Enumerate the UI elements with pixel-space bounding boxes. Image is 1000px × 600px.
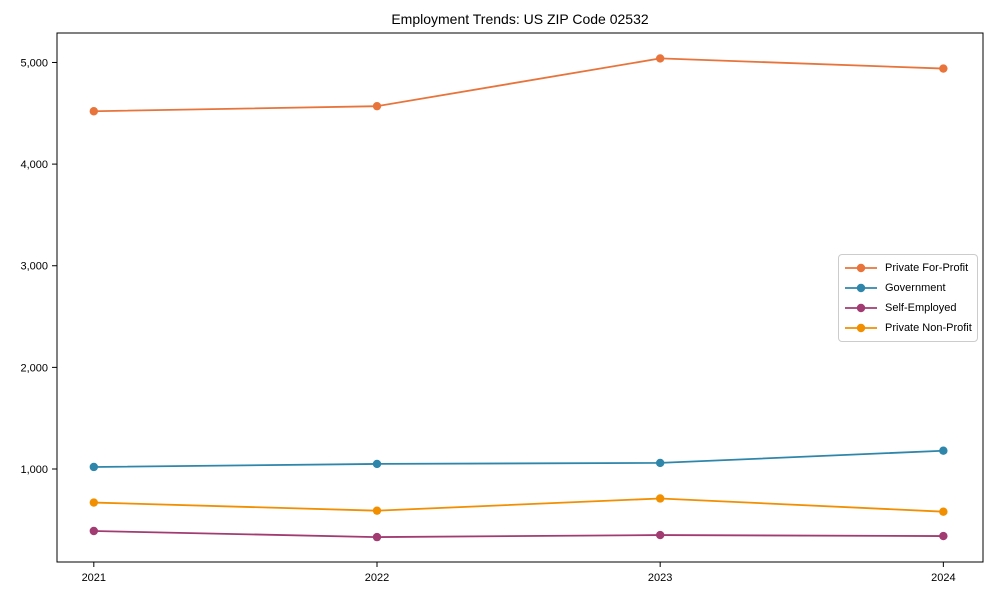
data-point-marker (939, 531, 948, 541)
legend-marker-icon (845, 263, 877, 273)
x-axis-tick-label: 2023 (648, 572, 672, 584)
series-line (93, 449, 944, 468)
legend-label: Private Non-Profit (885, 322, 972, 334)
legend-item: Private For-Profit (845, 261, 977, 275)
data-point-marker (372, 101, 382, 111)
legend-item: Self-Employed (845, 301, 977, 315)
data-point-marker (655, 494, 665, 503)
x-axis-tick-label: 2024 (931, 572, 955, 584)
data-point-marker (89, 462, 99, 472)
legend-marker-icon (845, 323, 877, 333)
y-axis-tick-label: 2,000 (20, 362, 48, 374)
legend-marker-icon (845, 303, 877, 313)
legend-label: Private For-Profit (885, 262, 969, 274)
y-axis-tick-label: 4,000 (20, 159, 48, 171)
data-point-marker (372, 459, 382, 469)
legend: Private For-Profit Government Self-Employe… (838, 254, 978, 342)
plot-border (56, 32, 984, 563)
data-point-marker (939, 446, 948, 455)
legend-label: Government (885, 282, 946, 294)
series-line (93, 57, 944, 113)
data-point-marker (655, 530, 665, 540)
y-axis-tick-label: 3,000 (20, 261, 48, 273)
data-point-marker (89, 498, 99, 507)
data-point-marker (372, 506, 382, 515)
chart-title: Employment Trends: US ZIP Code 02532 (391, 11, 649, 27)
legend-item: Private Non-Profit (845, 321, 977, 335)
legend-marker-icon (845, 283, 877, 293)
legend-label: Self-Employed (885, 302, 957, 314)
data-point-marker (372, 532, 382, 542)
x-axis-tick-label: 2022 (365, 572, 389, 584)
data-point-marker (939, 507, 948, 516)
x-axis-tick-label: 2021 (82, 572, 106, 584)
series-line (93, 530, 944, 538)
data-point-marker (89, 107, 99, 116)
y-axis-tick-label: 1,000 (20, 464, 48, 476)
data-point-marker (655, 458, 665, 468)
legend-item: Government (845, 281, 977, 295)
data-point-marker (89, 526, 99, 536)
data-point-marker (655, 54, 665, 63)
data-point-marker (939, 64, 948, 73)
series-line (93, 497, 944, 513)
y-axis-tick-label: 5,000 (20, 57, 48, 69)
